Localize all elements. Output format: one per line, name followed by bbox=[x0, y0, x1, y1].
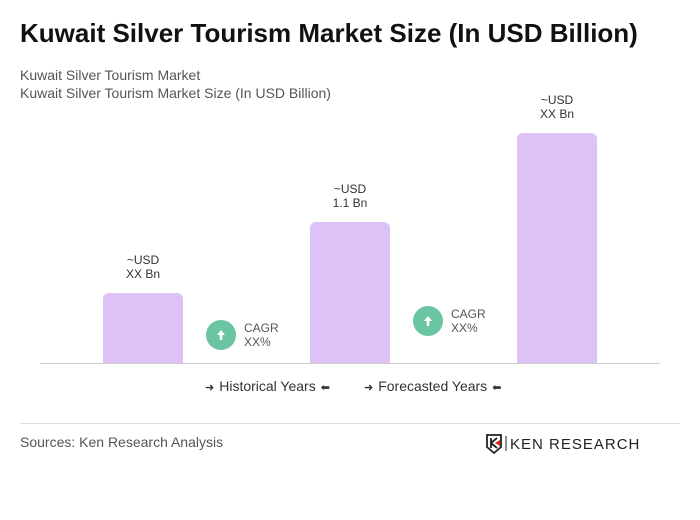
arrow-right-icon: ➜ bbox=[364, 382, 374, 394]
divider bbox=[20, 423, 680, 424]
legend-forecasted: ➜ Forecasted Years ⬅ bbox=[359, 378, 506, 394]
chart-subtitle: Kuwait Silver Tourism Market Size (In US… bbox=[20, 85, 331, 101]
bar bbox=[310, 222, 390, 363]
x-axis-line bbox=[40, 363, 660, 364]
arrow-up-icon bbox=[206, 320, 236, 350]
cagr-value: XX% bbox=[244, 335, 271, 349]
cagr-badge: CAGR XX% bbox=[206, 320, 279, 350]
data-label: ~USD XX Bn bbox=[539, 93, 575, 121]
legend-historical: ➜ Historical Years ⬅ bbox=[200, 378, 335, 394]
data-label: ~USD 1.1 Bn bbox=[332, 182, 368, 211]
data-label: ~USD XX Bn bbox=[125, 252, 161, 281]
bar bbox=[103, 292, 183, 363]
svg-text:KEN RESEARCH: KEN RESEARCH bbox=[510, 436, 640, 453]
arrow-up-icon bbox=[413, 306, 443, 336]
ken-research-logo: KEN RESEARCH bbox=[486, 433, 656, 455]
cagr-value: XX% bbox=[451, 321, 478, 335]
subtitle: Kuwait Silver Tourism Market bbox=[20, 67, 201, 83]
legend-label: Historical Years bbox=[219, 378, 316, 394]
legend-label: Forecasted Years bbox=[378, 378, 488, 394]
cagr-label: CAGR bbox=[244, 321, 279, 335]
arrow-left-icon: ⬅ bbox=[492, 382, 502, 394]
cagr-label: CAGR bbox=[451, 307, 486, 321]
source-note: Sources: Ken Research Analysis bbox=[20, 434, 224, 450]
cagr-badge: CAGR XX% bbox=[413, 306, 486, 336]
bar bbox=[517, 133, 597, 363]
arrow-left-icon: ⬅ bbox=[320, 382, 330, 394]
arrow-right-icon: ➜ bbox=[205, 382, 215, 394]
chart-title: Kuwait Silver Tourism Market Size (In US… bbox=[20, 18, 638, 48]
